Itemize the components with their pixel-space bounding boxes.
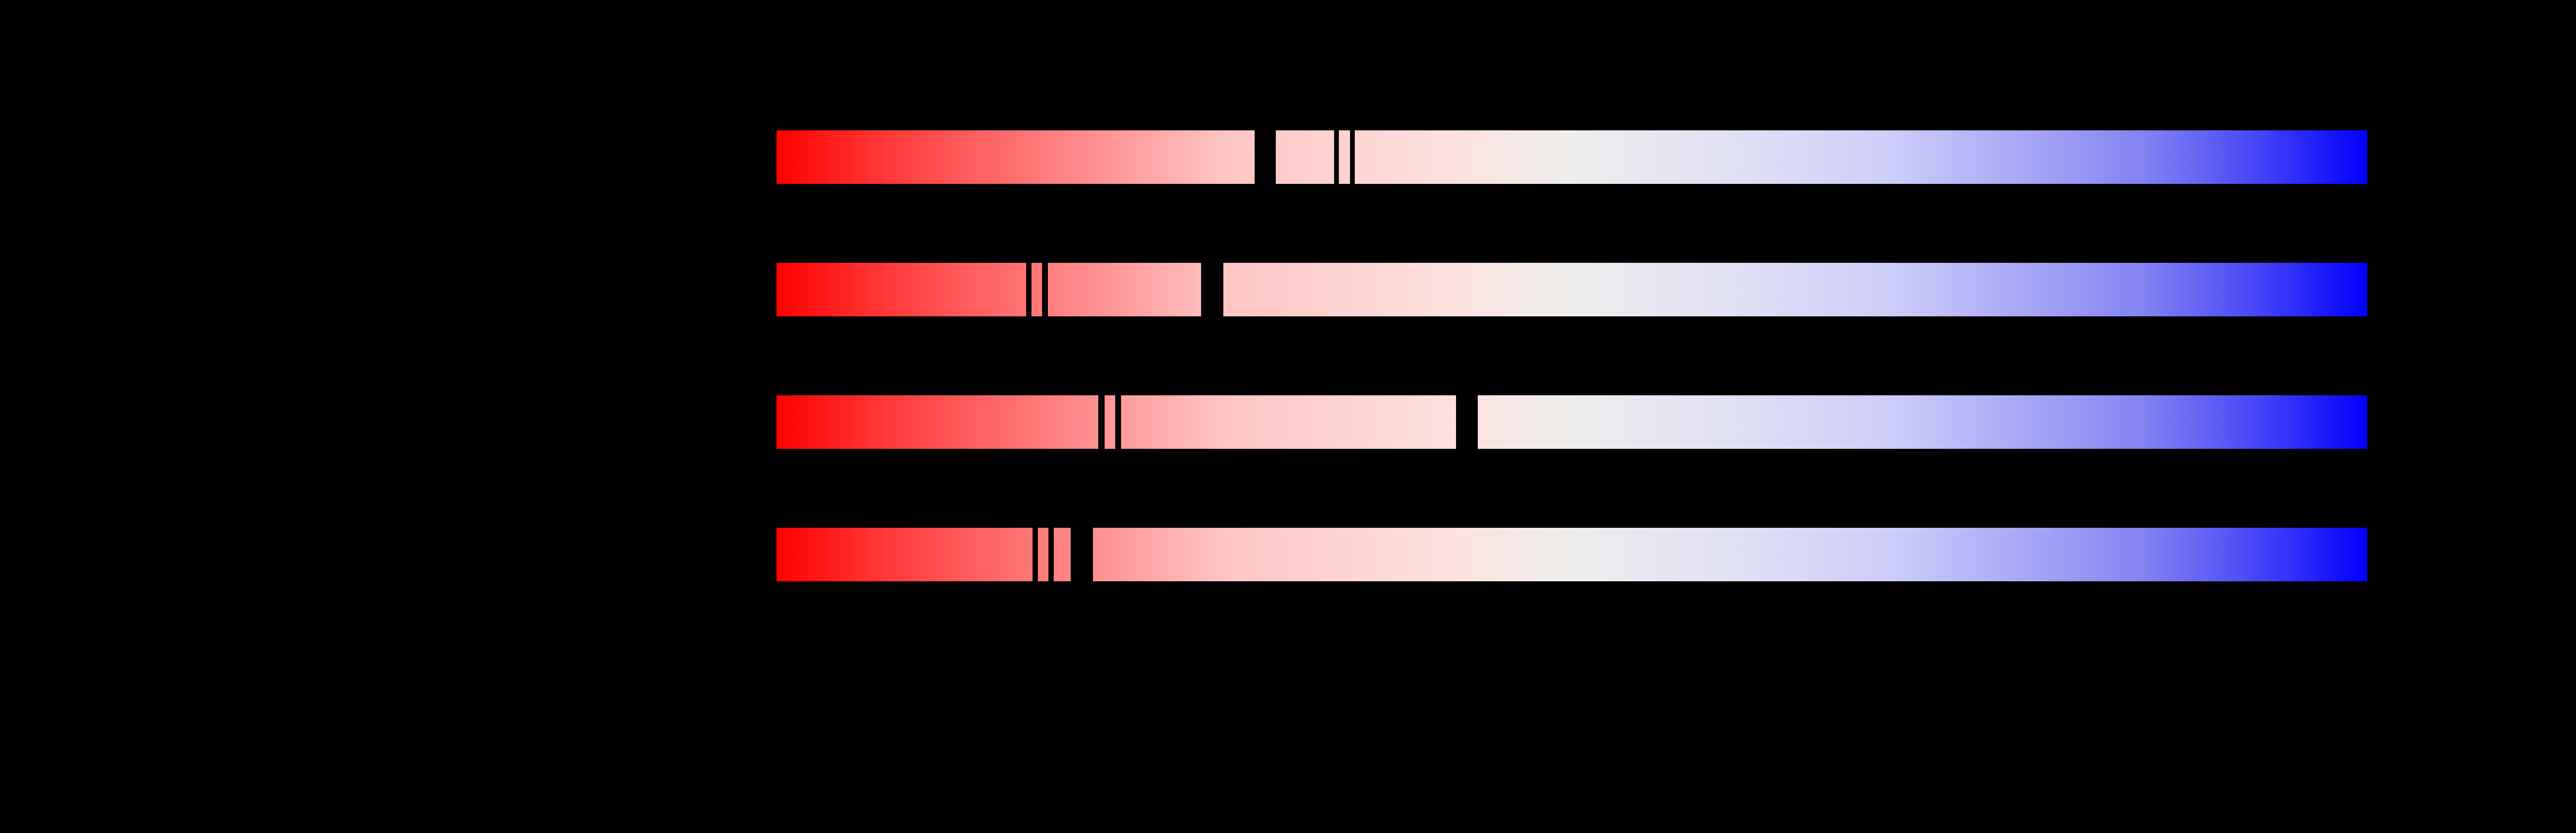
- interval-marker: [1255, 130, 1276, 184]
- gradient-strip-2: [777, 263, 2367, 316]
- gradient-strip-3: [777, 395, 2367, 449]
- interval-marker: [1201, 263, 1223, 316]
- interval-marker: [1071, 528, 1093, 581]
- tick-marker: [1033, 528, 1038, 581]
- tick-marker: [1098, 395, 1105, 449]
- tick-marker: [1048, 528, 1054, 581]
- tick-marker: [1334, 130, 1339, 184]
- tick-marker: [1026, 263, 1031, 316]
- tick-marker: [1042, 263, 1048, 316]
- interval-marker: [1456, 395, 1478, 449]
- tick-marker: [1350, 130, 1355, 184]
- gradient-strip-4: [777, 528, 2367, 581]
- tick-marker: [1115, 395, 1121, 449]
- gradient-strip-1: [777, 130, 2367, 184]
